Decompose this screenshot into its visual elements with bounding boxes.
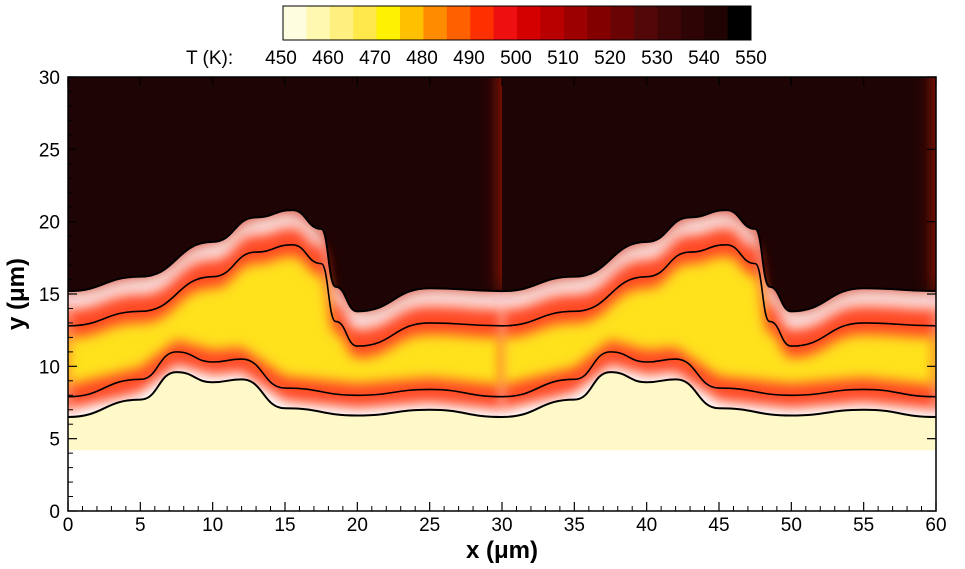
field-hot-region (936, 37, 965, 311)
colorbar-level-label: 540 (688, 48, 720, 69)
colorbar-swatch (704, 6, 729, 40)
colorbar-swatch (634, 6, 658, 40)
x-axis-label: x (μm) (466, 537, 538, 564)
isotherm-line (68, 209, 503, 313)
colorbar-swatch (493, 6, 518, 40)
x-tick-label: 55 (853, 515, 874, 536)
field-cold-band (502, 372, 936, 451)
colorbar-swatch (470, 6, 495, 40)
colorbar-swatch (610, 6, 635, 40)
x-tick-label: 25 (419, 515, 440, 536)
colorbar-swatches (283, 6, 752, 40)
colorbar-swatch (657, 6, 682, 40)
colorbar-level-label: 450 (265, 48, 297, 69)
isotherm-line (501, 244, 936, 347)
colorbar-frame (282, 5, 752, 41)
isotherm-line (935, 290, 936, 292)
y-tick-label: 25 (39, 140, 60, 161)
x-tick-label: 10 (202, 515, 223, 536)
colorbar-swatch (400, 6, 424, 40)
colorbar-swatch (423, 6, 448, 40)
y-tick-label: 5 (49, 430, 60, 451)
colorbar-level-label: 500 (500, 48, 532, 69)
field-hot-region (68, 77, 502, 312)
field-cold-band (936, 372, 965, 450)
field-hot-glow (936, 37, 965, 311)
isotherm-contours (68, 209, 936, 418)
colorbar-swatch (587, 6, 612, 40)
field-hot-region (502, 77, 936, 312)
y-axis-label: y (μm) (3, 258, 30, 330)
y-tick-label: 10 (39, 357, 60, 378)
colorbar-level-label: 460 (312, 48, 344, 69)
colorbar-swatch (727, 6, 752, 40)
colorbar: T (K): 450 460 470 480 490 500 510 520 530 540 550 (186, 5, 767, 69)
x-tick-label: 30 (491, 515, 512, 536)
colorbar-level-label: 470 (359, 48, 391, 69)
y-tick-label: 20 (39, 213, 60, 234)
y-tick-label: 30 (39, 68, 60, 89)
x-tick-label: 15 (274, 515, 295, 536)
colorbar-swatch (353, 6, 378, 40)
x-tick-label: 45 (708, 515, 729, 536)
isotherm-line (68, 244, 503, 347)
field-mixing-band (936, 227, 965, 409)
isotherm-line (68, 371, 503, 418)
isotherm-line (501, 351, 936, 398)
isotherm-line (935, 395, 936, 397)
x-tick-label: 50 (781, 515, 802, 536)
field-warm-core (68, 256, 502, 386)
colorbar-swatch (540, 6, 565, 40)
isotherm-line (501, 209, 936, 313)
colorbar-level-label: 480 (406, 48, 438, 69)
colorbar-swatch (446, 6, 471, 40)
x-tick-label: 40 (636, 515, 657, 536)
colorbar-level-labels: 450 460 470 480 490 500 510 520 530 540 550 (265, 48, 767, 69)
x-tick-label: 0 (63, 515, 74, 536)
isotherm-line (935, 415, 936, 417)
colorbar-swatch (306, 6, 331, 40)
x-tick-label: 5 (135, 515, 146, 536)
colorbar-level-label: 520 (594, 48, 626, 69)
colorbar-swatch (329, 6, 354, 40)
y-axis-ticks: 0 5 10 15 20 25 30 (39, 68, 936, 523)
colorbar-swatch (680, 6, 705, 40)
isotherm-line (68, 351, 503, 398)
colorbar-swatch (563, 6, 588, 40)
colorbar-title: T (K): (186, 48, 233, 69)
y-tick-label: 0 (49, 502, 60, 523)
x-axis-ticks: 0 5 10 15 20 25 30 35 40 45 50 55 60 (63, 77, 947, 536)
colorbar-swatch (376, 6, 401, 40)
colorbar-swatch (517, 6, 541, 40)
x-tick-label: 35 (564, 515, 585, 536)
field-warm-core (502, 256, 936, 386)
isotherm-line (501, 371, 936, 418)
colorbar-level-label: 530 (641, 48, 673, 69)
field-warm-core (936, 256, 965, 385)
x-tick-label: 20 (347, 515, 368, 536)
colorbar-swatch (283, 6, 307, 40)
colorbar-level-label: 550 (735, 48, 767, 69)
field-cold-band (68, 372, 502, 451)
isotherm-line (935, 325, 936, 326)
x-tick-label: 60 (925, 515, 946, 536)
plot-area (68, 37, 965, 511)
isotherm-line (68, 415, 69, 417)
colorbar-level-label: 490 (453, 48, 485, 69)
colorbar-level-label: 510 (547, 48, 579, 69)
temperature-field (68, 37, 965, 451)
y-tick-label: 15 (39, 285, 60, 306)
